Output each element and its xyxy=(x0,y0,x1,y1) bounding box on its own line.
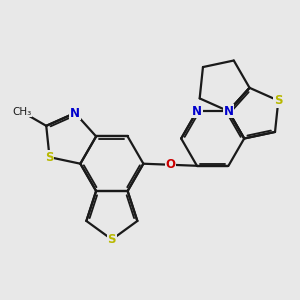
Text: S: S xyxy=(45,151,54,164)
Text: S: S xyxy=(108,233,116,246)
Text: S: S xyxy=(274,94,283,107)
Text: N: N xyxy=(224,105,233,118)
Text: N: N xyxy=(192,105,202,118)
Text: O: O xyxy=(165,158,175,171)
Text: N: N xyxy=(70,106,80,119)
Text: CH₃: CH₃ xyxy=(12,106,31,117)
